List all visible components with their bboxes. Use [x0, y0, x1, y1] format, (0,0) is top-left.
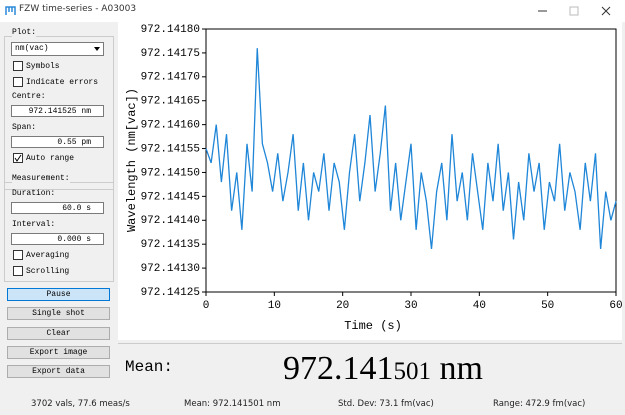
interval-input[interactable]: 0.000 s [11, 233, 104, 245]
checkbox[interactable] [13, 250, 23, 260]
x-tick-label: 40 [473, 300, 486, 312]
control-panel: Plot: nm(vac) Symbols Indicate errors Ce… [0, 22, 117, 393]
x-tick-label: 60 [609, 300, 622, 312]
button[interactable]: Clear [7, 327, 110, 340]
checkbox[interactable] [13, 266, 23, 276]
dropdown-arrow [94, 47, 100, 54]
checkbox-label: Averaging [26, 251, 70, 260]
checkbox[interactable] [13, 77, 23, 87]
y-tick-label: 972.14150 [141, 167, 200, 179]
unit-dropdown[interactable]: nm(vac) [11, 42, 104, 56]
plot-group [4, 36, 114, 190]
x-tick-label: 20 [336, 300, 349, 312]
y-tick-label: 972.14130 [141, 263, 200, 275]
field-label: Duration: [12, 189, 56, 198]
checkbox-label: Indicate errors [26, 78, 99, 87]
mean-value: 972.141501 nm [283, 350, 483, 388]
y-tick-label: 972.14125 [141, 287, 200, 299]
mean-value-main: 972.141 [283, 350, 394, 387]
button[interactable]: Export image [7, 346, 110, 359]
checkbox-label: Auto range [26, 154, 75, 163]
status-text: Mean: 972.141501 nm [184, 399, 281, 409]
x-tick-label: 10 [268, 300, 281, 312]
y-tick-label: 972.14135 [141, 239, 200, 251]
mean-value-small: 501 [393, 358, 432, 385]
mean-label: Mean: [125, 358, 174, 376]
checkbox-checked[interactable] [13, 153, 23, 163]
x-axis-label: Time (s) [344, 319, 402, 333]
mean-unit: nm [439, 350, 483, 387]
y-tick-label: 972.14140 [141, 215, 200, 227]
mean-display: Mean: 972.141501 nm [118, 343, 622, 391]
dropdown-text: nm(vac) [15, 44, 49, 53]
span-input[interactable]: 0.55 pm [11, 136, 104, 148]
group-label: Plot: [12, 28, 37, 37]
status-text: Range: 472.9 fm(vac) [493, 399, 586, 409]
centre-input[interactable]: 972.141525 nm [11, 105, 104, 117]
field-label: Interval: [12, 220, 56, 229]
button[interactable]: Export data [7, 365, 110, 378]
y-tick-label: 972.14180 [141, 24, 200, 36]
x-tick-label: 0 [203, 300, 210, 312]
button[interactable]: Pause [7, 288, 110, 301]
window-title: FZW time-series - A03003 [19, 4, 137, 14]
field-label: Span: [12, 123, 37, 132]
status-text: 3702 vals, 77.6 meas/s [31, 399, 130, 409]
app-icon [5, 6, 16, 15]
group-label: Measurement: [12, 174, 70, 183]
y-axis-label: Wavelength (nm[vac]) [125, 88, 139, 232]
y-tick-label: 972.14165 [141, 96, 200, 108]
checkbox-label: Symbols [26, 62, 60, 71]
y-tick-label: 972.14155 [141, 143, 200, 155]
x-tick-label: 50 [541, 300, 554, 312]
chart: Time (s) Wavelength (nm[vac]) 972.14125 9… [118, 22, 622, 340]
window-controls[interactable] [530, 4, 620, 18]
field-label: Centre: [12, 92, 46, 101]
checkbox[interactable] [13, 61, 23, 71]
checkbox-label: Scrolling [26, 267, 70, 276]
y-tick-label: 972.14160 [141, 120, 200, 132]
button[interactable]: Single shot [7, 307, 110, 320]
status-text: Std. Dev: 73.1 fm(vac) [338, 399, 434, 409]
status-bar: 3702 vals, 77.6 meas/s Mean: 972.141501 … [0, 393, 625, 415]
x-tick-label: 30 [404, 300, 417, 312]
y-tick-label: 972.14145 [141, 191, 200, 203]
duration-input[interactable]: 60.0 s [11, 202, 104, 214]
data-line [205, 48, 617, 250]
title-bar: FZW time-series - A03003 [0, 0, 625, 22]
y-tick-label: 972.14175 [141, 48, 200, 60]
y-tick-label: 972.14170 [141, 72, 200, 84]
